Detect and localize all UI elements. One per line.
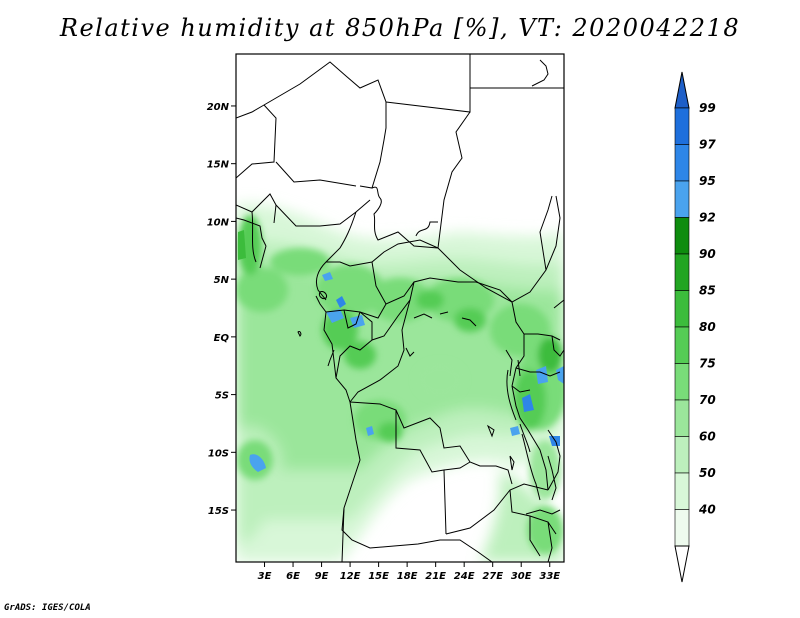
colorbar-label: 70	[699, 393, 716, 407]
lon-tick-label: 21E	[425, 571, 446, 582]
grads-credit: GrADS: IGES/COLA	[4, 603, 91, 613]
colorbar-swatch	[674, 509, 690, 547]
colorbar-label: 75	[699, 357, 716, 371]
lat-tick-label: 15N	[207, 160, 230, 171]
colorbar-swatch	[674, 436, 690, 474]
colorbar-swatch	[674, 326, 690, 364]
longitude-axis: 3E 6E 9E 12E 15E 18E 21E 24E 27E 30E 33E	[258, 562, 560, 582]
country-borders	[236, 54, 564, 562]
lat-tick-label: 5S	[215, 391, 229, 402]
lat-tick-label: 20N	[207, 102, 230, 113]
colorbar-swatch	[674, 399, 690, 437]
lon-tick-label: 6E	[286, 571, 300, 582]
colorbar-swatch	[674, 472, 690, 510]
colorbar-label: 92	[699, 211, 716, 225]
colorbar-label: 80	[699, 320, 716, 334]
colorbar-swatch	[674, 144, 690, 182]
colorbar-swatch	[674, 290, 690, 328]
humidity-field	[236, 54, 564, 562]
colorbar-swatch	[674, 180, 690, 218]
colorbar-bottom-arrow	[674, 545, 690, 583]
lon-tick-label: 9E	[315, 571, 329, 582]
colorbar-label: 50	[699, 466, 716, 480]
lat-tick-label: EQ	[214, 333, 230, 344]
lon-tick-label: 3E	[258, 571, 272, 582]
lat-tick-label: 10N	[207, 217, 230, 228]
colorbar-swatch	[674, 363, 690, 401]
colorbar-top-arrow	[674, 71, 690, 109]
colorbar-swatch	[674, 253, 690, 291]
colorbar-label: 90	[699, 247, 716, 261]
colorbar-swatch	[674, 107, 690, 145]
lat-tick-label: 15S	[208, 506, 229, 517]
colorbar-label: 85	[699, 284, 716, 298]
colorbar-label: 60	[699, 430, 716, 444]
lat-tick-label: 5N	[214, 275, 230, 286]
colorbar-label: 97	[699, 138, 716, 152]
lon-tick-label: 12E	[340, 571, 361, 582]
chart-title: Relative humidity at 850hPa [%], VT: 202…	[59, 14, 741, 42]
colorbar-legend: 99 97 95 92 90 85 80 75 70 60 50 40	[674, 71, 716, 583]
lon-tick-label: 24E	[454, 571, 475, 582]
lat-tick-label: 10S	[208, 448, 229, 459]
colorbar-swatch	[674, 217, 690, 255]
colorbar-label: 99	[699, 101, 716, 115]
map-frame	[235, 53, 565, 563]
lon-tick-label: 15E	[368, 571, 389, 582]
lon-tick-label: 27E	[482, 571, 503, 582]
colorbar-label: 95	[699, 174, 716, 188]
colorbar-label: 40	[698, 503, 716, 517]
lon-tick-label: 18E	[397, 571, 418, 582]
lon-tick-label: 33E	[539, 571, 560, 582]
latitude-axis: 20N 15N 10N 5N EQ 5S 10S 15S	[207, 102, 236, 517]
lon-tick-label: 30E	[511, 571, 532, 582]
